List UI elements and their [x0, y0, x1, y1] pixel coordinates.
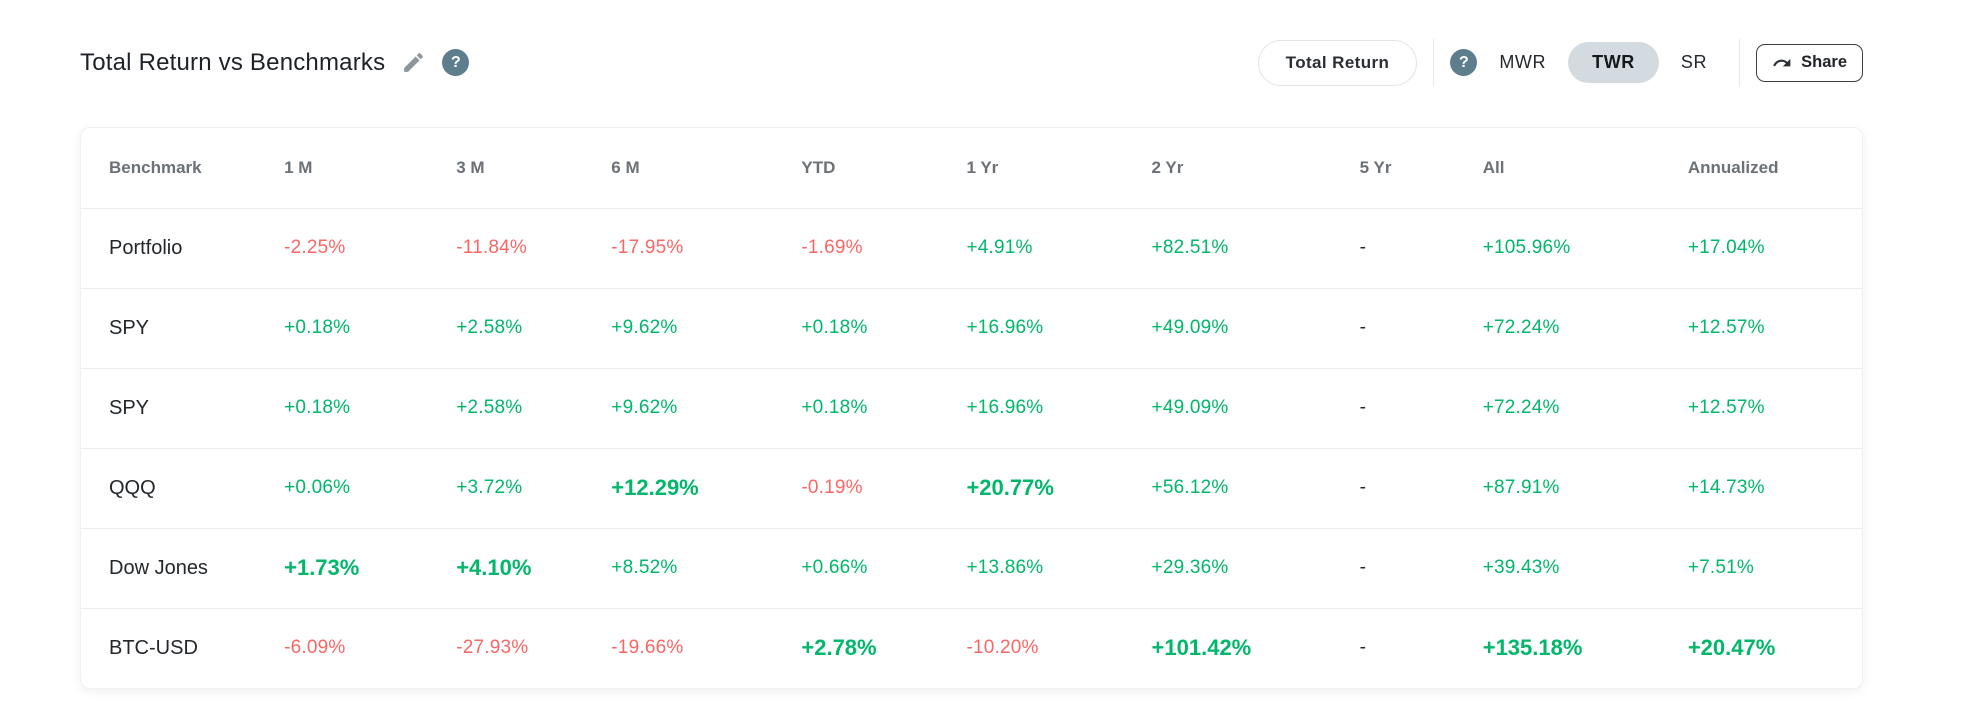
- benchmark-name: Dow Jones: [81, 528, 285, 609]
- return-value: +2.58%: [456, 368, 612, 449]
- return-value: +14.73%: [1687, 448, 1862, 529]
- return-value: +105.96%: [1482, 208, 1688, 289]
- edit-pencil-icon[interactable]: [401, 50, 426, 75]
- return-value: +29.36%: [1151, 528, 1360, 609]
- return-value: +2.78%: [801, 635, 877, 661]
- share-button[interactable]: Share: [1756, 43, 1863, 82]
- return-value: +16.96%: [966, 368, 1152, 449]
- return-value: +56.12%: [1151, 448, 1360, 529]
- table-row: SPY +0.18% +2.58% +9.62% +0.18% +16.96% +49.09…: [81, 288, 1862, 369]
- return-value: +49.09%: [1151, 368, 1360, 449]
- return-value: -19.66%: [611, 637, 684, 659]
- return-value: +9.62%: [611, 288, 802, 369]
- return-value: +0.06%: [284, 448, 457, 529]
- mode-mwr[interactable]: MWR: [1499, 52, 1547, 72]
- benchmark-name: SPY: [81, 368, 285, 449]
- column-header-6-m: 6 M: [611, 128, 802, 209]
- column-header-all: All: [1482, 128, 1688, 209]
- return-value: +4.10%: [456, 528, 612, 609]
- return-value: +39.43%: [1482, 528, 1688, 609]
- return-value: +7.51%: [1687, 528, 1862, 609]
- return-value: +2.58%: [456, 288, 612, 369]
- mode-sr[interactable]: SR: [1680, 52, 1708, 72]
- return-value: -: [1359, 208, 1483, 289]
- return-value: +101.42%: [1151, 635, 1252, 661]
- table-row: Portfolio -2.25% -11.84% -17.95% -1.69% +4.91…: [81, 208, 1862, 289]
- return-value: -: [1359, 368, 1483, 449]
- column-header-annualized: Annualized: [1687, 128, 1862, 209]
- column-header-2-yr: 2 Yr: [1151, 128, 1360, 209]
- column-header-5-yr: 5 Yr: [1359, 128, 1483, 209]
- return-value: +8.52%: [611, 528, 802, 609]
- return-value: +0.18%: [284, 368, 457, 449]
- return-value: -2.25%: [284, 208, 457, 289]
- return-value: -: [1359, 288, 1483, 369]
- column-header-benchmark: Benchmark: [81, 128, 285, 209]
- return-value: +72.24%: [1482, 368, 1688, 449]
- return-value: +20.47%: [1687, 635, 1776, 661]
- return-value: +49.09%: [1151, 288, 1360, 369]
- return-value: +17.04%: [1687, 208, 1862, 289]
- return-value: +3.72%: [456, 448, 612, 529]
- benchmark-name: SPY: [81, 288, 285, 369]
- return-value: +12.57%: [1687, 288, 1862, 369]
- return-value: -1.69%: [801, 208, 967, 289]
- benchmark-name: BTC-USD: [109, 636, 198, 659]
- return-value: +82.51%: [1151, 208, 1360, 289]
- table-row: Dow Jones +1.73% +4.10% +8.52% +0.66% +13.86%…: [81, 528, 1862, 609]
- column-header-1-yr: 1 Yr: [966, 128, 1152, 209]
- title-group: Total Return vs Benchmarks ?: [80, 48, 470, 77]
- return-value: -6.09%: [284, 637, 346, 659]
- share-arrow-icon: [1772, 53, 1792, 73]
- benchmark-name: QQQ: [81, 448, 285, 529]
- return-value: -27.93%: [456, 637, 529, 659]
- return-value: -: [1359, 448, 1483, 529]
- benchmark-name: Portfolio: [81, 208, 285, 289]
- column-header-1-m: 1 M: [284, 128, 457, 209]
- column-header-ytd: YTD: [801, 128, 967, 209]
- return-value: -: [1359, 528, 1483, 609]
- return-value: +135.18%: [1482, 635, 1583, 661]
- table-row: SPY +0.18% +2.58% +9.62% +0.18% +16.96% +49.09…: [81, 368, 1862, 449]
- return-value: +4.91%: [966, 208, 1152, 289]
- header-controls: Total Return ? MWR TWR SR Share: [1257, 38, 1863, 87]
- return-value: +9.62%: [611, 368, 802, 449]
- divider: [1433, 38, 1435, 87]
- column-header-3-m: 3 M: [456, 128, 612, 209]
- title-help-icon[interactable]: ?: [442, 49, 470, 76]
- return-value: -11.84%: [456, 208, 612, 289]
- return-value: +0.18%: [801, 368, 967, 449]
- return-value: +0.66%: [801, 528, 967, 609]
- return-value: +1.73%: [284, 528, 457, 609]
- share-label: Share: [1801, 53, 1847, 71]
- return-value: +12.57%: [1687, 368, 1862, 449]
- return-value: -17.95%: [611, 208, 802, 289]
- total-return-button[interactable]: Total Return: [1257, 39, 1418, 86]
- return-value: +16.96%: [966, 288, 1152, 369]
- return-value: +72.24%: [1482, 288, 1688, 369]
- table-body: Portfolio -2.25% -11.84% -17.95% -1.69% +4.91…: [81, 208, 1862, 688]
- return-value: -0.19%: [801, 448, 967, 529]
- returns-help-icon[interactable]: ?: [1450, 49, 1478, 76]
- return-value: +0.18%: [801, 288, 967, 369]
- return-value: +12.29%: [611, 448, 802, 529]
- table-row: BTC-USD -6.09% -27.93% -19.66% +2.78% -10.20%…: [81, 608, 1862, 688]
- table-row: QQQ +0.06% +3.72% +12.29% -0.19% +20.77% +56.1…: [81, 448, 1862, 529]
- mode-twr[interactable]: TWR: [1568, 42, 1659, 83]
- return-value: +13.86%: [966, 528, 1152, 609]
- topbar: Total Return vs Benchmarks ? Total Retur…: [0, 0, 1981, 95]
- return-value: +20.77%: [966, 448, 1152, 529]
- return-mode-toggle: MWR TWR SR: [1483, 42, 1723, 83]
- return-value: +87.91%: [1482, 448, 1688, 529]
- page-title: Total Return vs Benchmarks: [80, 48, 386, 76]
- return-value: -10.20%: [966, 637, 1039, 659]
- return-value: -: [1359, 637, 1367, 659]
- return-value: +0.18%: [284, 288, 457, 369]
- divider: [1739, 38, 1741, 87]
